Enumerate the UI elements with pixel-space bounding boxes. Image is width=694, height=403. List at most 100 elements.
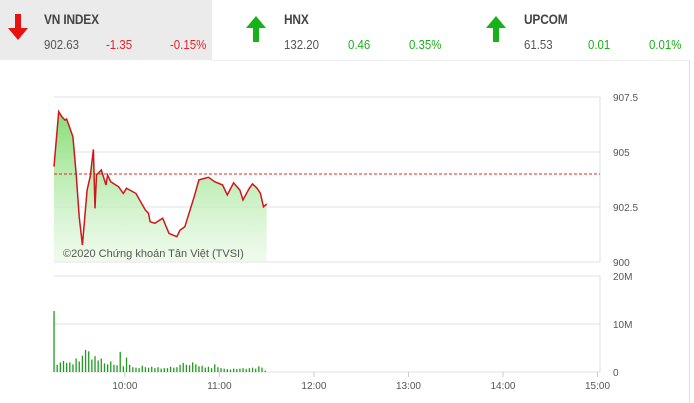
volume-bar xyxy=(245,369,247,372)
volume-bar xyxy=(97,360,99,372)
volume-bar xyxy=(255,368,257,372)
volume-bar xyxy=(242,368,244,372)
volume-bar xyxy=(62,360,65,372)
x-tick-label: 15:00 xyxy=(585,381,610,392)
x-tick-label: 14:00 xyxy=(490,381,515,392)
ticker-name: UPCOM xyxy=(524,11,568,27)
volume-bar xyxy=(81,355,84,372)
volume-bar xyxy=(258,366,260,372)
volume-bar xyxy=(251,367,254,372)
volume-bar xyxy=(169,366,172,372)
volume-bar xyxy=(179,364,181,372)
volume-bar xyxy=(141,365,143,372)
x-tick-label: 13:00 xyxy=(396,381,421,392)
volume-bar xyxy=(94,356,96,372)
ticker-change: 0.01 xyxy=(588,37,611,52)
volume-bar xyxy=(151,366,153,372)
x-tick-label: 10:00 xyxy=(112,381,137,392)
divider xyxy=(689,60,690,403)
ticker-hnx[interactable]: HNX 132.20 0.46 0.35% xyxy=(212,0,452,60)
volume-bar xyxy=(204,367,206,372)
volume-bar xyxy=(188,365,191,372)
volume-bar xyxy=(198,366,200,372)
ticker-vn-index[interactable]: VN INDEX 902.63 -1.35 -0.15% xyxy=(0,0,212,60)
volume-bar xyxy=(135,367,137,372)
volume-bar xyxy=(69,362,71,372)
volume-bar xyxy=(207,366,210,372)
volume-bar xyxy=(173,367,175,372)
volume-bar xyxy=(138,368,140,372)
y-tick-label: 900 xyxy=(613,258,630,269)
ticker-upcom[interactable]: UPCOM 61.53 0.01 0.01% xyxy=(452,0,694,60)
volume-bar xyxy=(226,369,228,372)
volume-bar xyxy=(160,368,162,372)
volume-bar xyxy=(157,367,159,372)
arrow-down-icon xyxy=(8,14,28,40)
volume-bar xyxy=(192,362,194,372)
y-tick-label: 20M xyxy=(613,272,632,283)
volume-bar xyxy=(103,363,106,372)
volume-bar xyxy=(88,351,90,372)
ticker-name: HNX xyxy=(284,11,309,27)
y-tick-label: 902.5 xyxy=(613,203,638,214)
volume-bar xyxy=(144,367,147,372)
volume-bar xyxy=(154,368,156,372)
volume-bar xyxy=(232,368,235,372)
ticker-change: 0.46 xyxy=(348,37,371,52)
volume-bar xyxy=(119,351,121,372)
volume-bar xyxy=(185,364,188,372)
volume-bar xyxy=(84,349,87,372)
ticker-value: 132.20 xyxy=(284,37,319,52)
price-line xyxy=(53,109,268,246)
volume-bar xyxy=(78,361,80,372)
volume-bar xyxy=(261,367,263,372)
ticker-value: 61.53 xyxy=(524,37,553,52)
price-area xyxy=(54,111,267,262)
volume-bar xyxy=(75,358,77,372)
volume-bar xyxy=(217,367,219,372)
volume-bar xyxy=(66,362,68,372)
arrow-up-icon xyxy=(246,16,266,42)
volume-bar xyxy=(132,367,134,372)
ticker-change: -1.35 xyxy=(106,37,133,52)
volume-bar xyxy=(264,370,266,372)
volume-bar xyxy=(236,369,238,372)
volume-bar xyxy=(59,362,62,372)
volume-bar xyxy=(113,364,115,372)
volume-bar xyxy=(56,364,58,372)
volume-bar xyxy=(122,366,125,372)
y-tick-label: 10M xyxy=(613,320,632,331)
volume-bar xyxy=(223,368,225,372)
volume-bar xyxy=(214,364,216,372)
ticker-percent: -0.15% xyxy=(170,37,207,52)
y-tick-label: 905 xyxy=(613,148,630,159)
volume-bar xyxy=(166,368,169,372)
y-tick-label: 907.5 xyxy=(613,93,638,104)
volume-bar xyxy=(100,358,102,372)
ticker-percent: 0.01% xyxy=(649,37,682,52)
volume-bar xyxy=(53,311,55,372)
volume-bar xyxy=(229,369,232,372)
ticker-name: VN INDEX xyxy=(44,11,99,27)
volume-bar xyxy=(248,368,251,372)
volume-bar xyxy=(220,368,222,372)
ticker-percent: 0.35% xyxy=(409,37,442,52)
volume-bar xyxy=(210,368,213,372)
volume-bar xyxy=(91,359,93,372)
volume-bar xyxy=(201,365,203,372)
volume-bar xyxy=(195,364,197,372)
ticker-value: 902.63 xyxy=(44,37,79,52)
divider xyxy=(212,60,690,61)
volume-bar xyxy=(110,361,112,372)
volume-bar xyxy=(163,368,165,372)
watermark: ©2020 Chứng khoán Tân Việt (TVSI) xyxy=(63,248,244,260)
volume-bar xyxy=(129,364,131,372)
y-tick-label: 0 xyxy=(613,368,619,379)
x-tick-label: 12:00 xyxy=(301,381,326,392)
volume-bar xyxy=(239,368,241,372)
volume-bar xyxy=(125,357,128,372)
volume-bar xyxy=(106,364,109,372)
arrow-up-icon xyxy=(486,16,506,42)
x-tick-label: 11:00 xyxy=(207,381,232,392)
